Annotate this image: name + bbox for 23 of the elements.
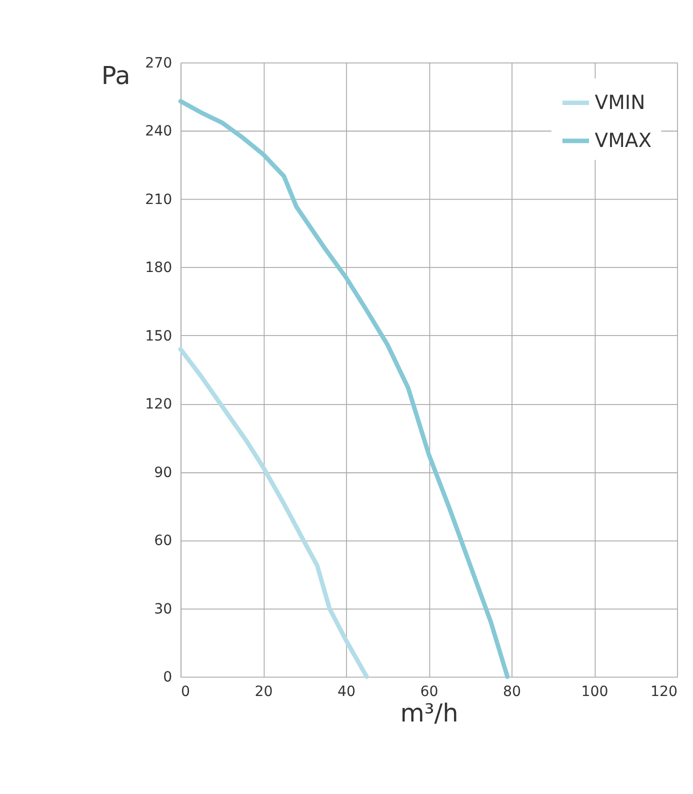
y-tick-label: 150 xyxy=(145,328,172,344)
x-tick-label: 40 xyxy=(337,684,356,700)
legend-label: VMAX xyxy=(594,129,652,152)
x-tick-label: 60 xyxy=(420,684,438,700)
y-tick-label: 0 xyxy=(163,670,172,686)
x-tick-label: 20 xyxy=(254,684,273,700)
y-tick-label: 30 xyxy=(154,601,172,618)
x-tick-label: 80 xyxy=(503,684,522,700)
x-tick-label: 0 xyxy=(180,684,190,700)
y-tick-label: 120 xyxy=(145,396,172,413)
y-tick-label: 240 xyxy=(145,124,172,140)
x-axis-title: m³/h xyxy=(400,698,458,728)
line-series xyxy=(178,346,369,679)
line-series xyxy=(178,98,510,679)
y-tick-label: 90 xyxy=(154,464,172,481)
y-tick-label: 270 xyxy=(145,55,172,72)
x-tick-label: 120 xyxy=(650,684,678,700)
x-tick-label: 100 xyxy=(581,684,608,700)
y-axis-title: Pa xyxy=(101,61,130,90)
y-tick-label: 210 xyxy=(145,192,172,208)
y-tick-label: 180 xyxy=(145,260,172,276)
y-tick-label: 60 xyxy=(154,533,172,550)
legend-label: VMIN xyxy=(594,90,646,114)
